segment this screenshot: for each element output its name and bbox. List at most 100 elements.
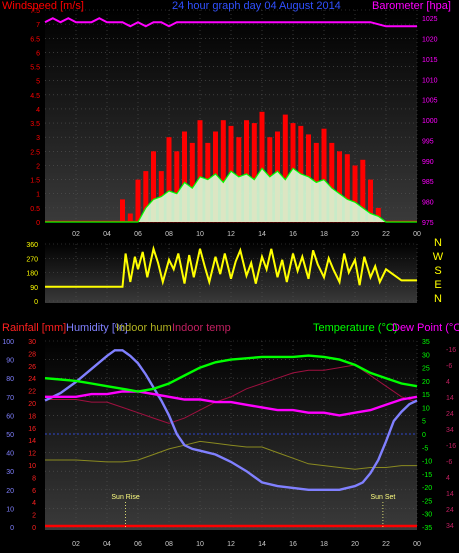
rain-tick-label: 26 bbox=[28, 364, 36, 371]
indoor-temp-tick-label: -16 bbox=[446, 443, 456, 450]
rain-tick-label: 2 bbox=[32, 513, 36, 520]
wind-gust-bar bbox=[344, 154, 350, 222]
barometer-title: Barometer [hpa] bbox=[372, 0, 451, 12]
windspeed-tick-label: 4.5 bbox=[30, 93, 40, 100]
rain-tick-label: 14 bbox=[28, 438, 36, 445]
humidity-tick-label: 0 bbox=[10, 525, 14, 532]
humidity-tick-label: 80 bbox=[6, 376, 14, 383]
compass-label: E bbox=[434, 279, 441, 291]
temperature-tick-label: 30 bbox=[422, 352, 430, 359]
windspeed-tick-label: 6 bbox=[36, 50, 40, 57]
windspeed-tick-label: 0 bbox=[36, 220, 40, 227]
indoor-temp-tick-label: 14 bbox=[446, 395, 454, 402]
indoor-temp-tick-label: -6 bbox=[446, 459, 452, 466]
humidity-tick-label: 30 bbox=[6, 469, 14, 476]
humidity-tick-label: 100 bbox=[2, 339, 14, 346]
barometer-tick-label: 995 bbox=[422, 138, 434, 145]
wind-gust-bar bbox=[166, 137, 172, 222]
temperature-tick-label: -35 bbox=[422, 525, 432, 532]
direction-tick-label: 360 bbox=[26, 242, 38, 249]
indoor-temp-title: Indoor temp bbox=[172, 322, 231, 334]
temp-x-tick-label: 14 bbox=[258, 541, 266, 548]
wind-gust-bar bbox=[360, 159, 366, 222]
rain-tick-label: 22 bbox=[28, 389, 36, 396]
temperature-line bbox=[44, 354, 418, 393]
windspeed-tick-label: 6.5 bbox=[30, 36, 40, 43]
rain-tick-label: 0 bbox=[32, 525, 36, 532]
temp-x-tick-label: 06 bbox=[134, 541, 142, 548]
temperature-tick-label: 15 bbox=[422, 392, 430, 399]
rain-tick-label: 8 bbox=[32, 475, 36, 482]
wind-gust-bar bbox=[174, 151, 180, 222]
direction-axis-ticks: 0 90 180 270 360 bbox=[26, 242, 38, 306]
direction-tick-label: 90 bbox=[30, 285, 38, 292]
wind-gust-bar bbox=[120, 199, 125, 222]
windspeed-tick-label: 2.5 bbox=[30, 149, 40, 156]
barometer-tick-label: 975 bbox=[422, 220, 434, 227]
barometer-tick-label: 1025 bbox=[422, 16, 438, 23]
temperature-title: Temperature (°C) bbox=[313, 322, 397, 334]
windspeed-tick-label: 7 bbox=[36, 22, 40, 29]
dew-point-line bbox=[45, 390, 418, 417]
dew-point-title: Dew Point (°C) bbox=[392, 322, 459, 334]
temp-gridlines bbox=[45, 340, 418, 528]
direction-gridlines bbox=[45, 243, 418, 302]
windspeed-tick-label: 5.5 bbox=[30, 65, 40, 72]
wind-gust-bar bbox=[329, 142, 335, 222]
wind-x-tick-label: 00 bbox=[413, 231, 421, 238]
temp-x-tick-label: 22 bbox=[382, 541, 390, 548]
temperature-tick-label: 0 bbox=[422, 432, 426, 439]
barometer-tick-label: 1005 bbox=[422, 98, 438, 105]
humidity-tick-label: 10 bbox=[6, 506, 14, 513]
humidity-line bbox=[44, 349, 418, 491]
indoor-temp-tick-label: 24 bbox=[446, 507, 454, 514]
sun-marker-label: Sun Rise bbox=[111, 494, 140, 501]
wind-gust-bar bbox=[244, 120, 249, 222]
wind-x-tick-label: 16 bbox=[289, 231, 297, 238]
rain-tick-label: 16 bbox=[28, 426, 36, 433]
wind-average-area bbox=[45, 168, 417, 222]
indoor-temp-tick-label: 24 bbox=[446, 411, 454, 418]
wind-gust-bar bbox=[352, 165, 358, 222]
temperature-humidity-panel: Rainfall [mm] Humidity [%] Indoor hum In… bbox=[2, 322, 459, 548]
wind-gust-bar bbox=[135, 179, 141, 222]
windspeed-tick-label: 0.5 bbox=[30, 206, 40, 213]
temp-x-tick-label: 00 bbox=[413, 541, 421, 548]
temperature-tick-label: -5 bbox=[422, 445, 428, 452]
indoor-temp-tick-label: 4 bbox=[446, 379, 450, 386]
wind-gust-bar bbox=[151, 151, 156, 222]
wind-x-tick-label: 02 bbox=[72, 231, 80, 238]
rain-tick-label: 6 bbox=[32, 488, 36, 495]
indoor-hum-line bbox=[45, 440, 417, 470]
wind-x-axis-ticks: 02 04 06 08 10 12 14 16 18 20 22 00 bbox=[72, 231, 421, 238]
humidity-tick-label: 90 bbox=[6, 358, 14, 365]
rain-tick-label: 30 bbox=[28, 339, 36, 346]
rain-tick-label: 4 bbox=[32, 500, 36, 507]
rain-tick-label: 10 bbox=[28, 463, 36, 470]
indoor-temp-tick-label: 34 bbox=[446, 427, 454, 434]
temp-x-tick-label: 08 bbox=[165, 541, 173, 548]
rain-tick-label: 12 bbox=[28, 451, 36, 458]
wind-gust-bar bbox=[182, 131, 187, 222]
wind-gust-bar bbox=[368, 179, 373, 222]
humidity-tick-label: 40 bbox=[6, 451, 14, 458]
wind-gust-bar bbox=[251, 123, 257, 222]
temperature-tick-label: -15 bbox=[422, 472, 432, 479]
windspeed-tick-label: 1 bbox=[36, 192, 40, 199]
barometer-tick-label: 985 bbox=[422, 179, 434, 186]
temp-x-tick-label: 04 bbox=[103, 541, 111, 548]
humidity-title: Humidity [%] bbox=[66, 322, 128, 334]
temp-x-tick-label: 18 bbox=[320, 541, 328, 548]
indoor-temp-tick-label: 14 bbox=[446, 491, 454, 498]
indoor-temp-tick-label: 34 bbox=[446, 523, 454, 530]
wind-direction-line bbox=[45, 244, 417, 288]
windspeed-axis-ticks: 0 0.5 1 1.5 2 2.5 3 3.5 4 4.5 5 5.5 6 6.5 7 7.5 bbox=[30, 8, 40, 227]
wind-gust-bar bbox=[375, 207, 381, 222]
compass-label: N bbox=[434, 237, 442, 249]
graph-date-title: 24 hour graph day 04 August 2014 bbox=[172, 0, 341, 12]
compass-label: S bbox=[434, 265, 441, 277]
temp-x-tick-label: 20 bbox=[351, 541, 359, 548]
wind-gust-bar bbox=[220, 120, 226, 222]
